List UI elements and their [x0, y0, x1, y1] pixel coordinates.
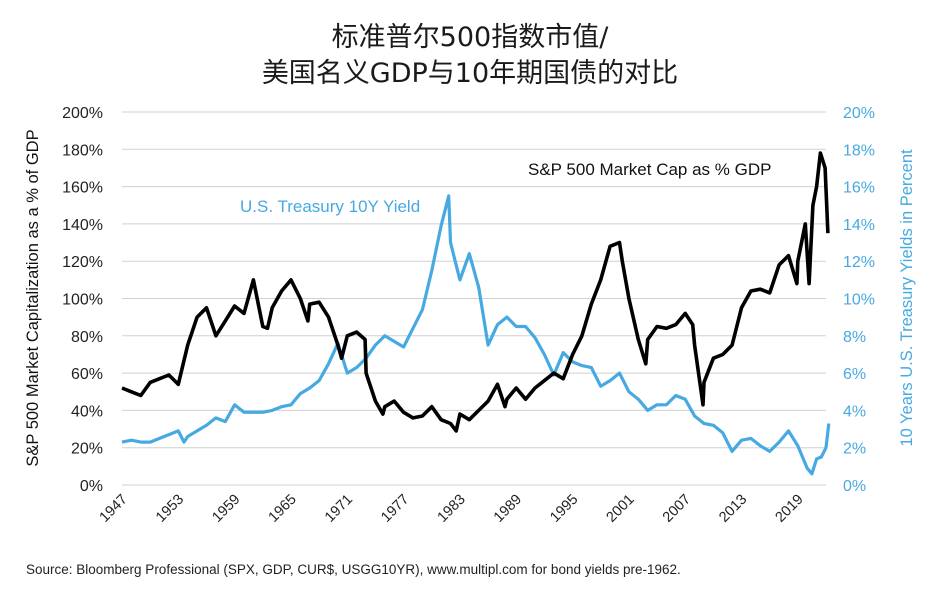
y-tick-label-left: 100% [62, 292, 103, 309]
x-tick-label: 1965 [266, 492, 300, 526]
chart-title: 标准普尔500指数市值/ 美国名义GDP与10年期国债的对比 [0, 20, 940, 92]
x-tick-label: 1995 [547, 492, 581, 526]
x-tick-label: 2007 [660, 492, 694, 526]
y-tick-label-left: 160% [62, 180, 103, 197]
x-tick-label: 1977 [378, 492, 412, 526]
y-axis-label-right: 10 Years U.S. Treasury Yields in Percent [898, 149, 916, 447]
x-tick-label: 2019 [773, 492, 807, 526]
y-tick-label-left: 140% [62, 217, 103, 234]
y-tick-label-right: 6% [843, 366, 866, 383]
right-axis-ticks: 0% 2% 4% 6% 8% 10% 12% 14% 16% 18% 20% [843, 105, 875, 495]
series-line-treasury-yield [121, 194, 831, 476]
y-axis-label-left: S&P 500 Market Capitalization as a % of … [24, 129, 42, 466]
x-tick-label: 1989 [491, 492, 525, 526]
y-tick-label-right: 2% [843, 441, 866, 458]
x-tick-label: 1953 [153, 492, 187, 526]
y-tick-label-right: 4% [843, 403, 866, 420]
x-tick-label: 1947 [97, 492, 131, 526]
chart-title-line2: 美国名义GDP与10年期国债的对比 [261, 58, 679, 89]
x-tick-label: 1971 [322, 492, 356, 526]
y-tick-label-left: 120% [62, 254, 103, 271]
y-tick-label-left: 60% [71, 366, 103, 383]
y-tick-label-right: 12% [843, 254, 875, 271]
x-tick-label: 2013 [716, 492, 750, 526]
series-label-market-cap: S&P 500 Market Cap as % GDP [528, 160, 771, 179]
y-tick-label-right: 0% [843, 478, 866, 495]
y-tick-label-left: 200% [62, 105, 103, 122]
source-note: Source: Bloomberg Professional (SPX, GDP… [26, 562, 681, 577]
x-tick-label: 2001 [604, 492, 638, 526]
y-tick-label-right: 18% [843, 142, 875, 159]
y-tick-label-right: 8% [843, 329, 866, 346]
y-tick-label-left: 180% [62, 142, 103, 159]
y-tick-label-left: 0% [80, 478, 103, 495]
chart-title-line1: 标准普尔500指数市值/ [331, 22, 609, 53]
y-tick-label-left: 20% [71, 441, 103, 458]
y-tick-label-right: 20% [843, 105, 875, 122]
y-tick-label-right: 10% [843, 292, 875, 309]
y-tick-label-left: 40% [71, 403, 103, 420]
x-axis-ticks: 1947 1953 1959 1965 1971 1977 1983 1989 1995 2001… [97, 492, 807, 526]
left-axis-ticks: 0% 20% 40% 60% 80% 100% 120% 140% 160% 180% 200% [62, 105, 103, 495]
y-tick-label-right: 14% [843, 217, 875, 234]
y-tick-label-right: 16% [843, 180, 875, 197]
y-tick-label-left: 80% [71, 329, 103, 346]
x-tick-label: 1983 [435, 492, 469, 526]
x-tick-label: 1959 [209, 492, 243, 526]
series-line-market-cap [121, 151, 830, 433]
series-label-treasury-yield: U.S. Treasury 10Y Yield [240, 197, 420, 216]
